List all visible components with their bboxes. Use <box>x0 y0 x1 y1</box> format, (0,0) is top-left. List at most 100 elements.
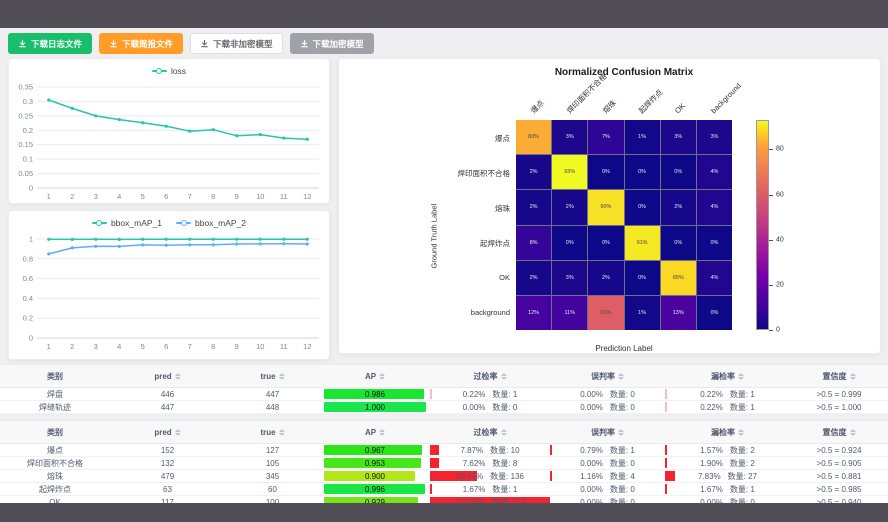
download-button-label: 下载加密模型 <box>312 38 364 49</box>
class-name: OK <box>49 497 61 504</box>
svg-text:11: 11 <box>280 192 288 201</box>
header-label: pred <box>154 427 172 437</box>
true-count: 100 <box>265 497 280 504</box>
sort-icon[interactable] <box>738 428 744 436</box>
overkill-count: 数量: 8 <box>492 458 518 468</box>
overkill-cell: 117.00% 数量: 117 <box>430 496 550 503</box>
header-label: 类别 <box>47 371 63 381</box>
left-chart-column: loss 0 0.05 0.1 0.15 0.2 0.25 0.3 0.35 1 2 3 4 5 6 7 8 9… <box>8 58 330 360</box>
svg-text:12: 12 <box>303 342 311 351</box>
colorbar <box>756 120 769 330</box>
download-icon <box>19 39 26 48</box>
cm-row-label: 起焊炸点 <box>480 238 510 248</box>
sort-icon[interactable] <box>738 372 744 380</box>
map-chart-card: bbox_mAP_1 bbox_mAP_2 0 0.2 0.4 0.6 0.8 1 1 2 3 4 5… <box>8 210 330 360</box>
miss-percent: 0.22% <box>700 402 723 412</box>
svg-text:6: 6 <box>164 342 168 351</box>
loss-line-chart: 00.050.10.150.20.250.30.351 2 3 4 5 6 7 8 9 10 11 1… <box>18 83 319 201</box>
header-true[interactable]: true <box>225 421 320 443</box>
svg-text:0.15: 0.15 <box>18 140 33 149</box>
sort-asc-caret <box>849 372 856 376</box>
cm-cell-r5c1: 11% <box>552 295 588 330</box>
misjudge-text: 0.79% 数量: 1 <box>580 445 635 456</box>
header-overkill[interactable]: 过检率 <box>430 365 550 387</box>
sort-icon[interactable] <box>278 372 285 380</box>
misjudge-percent: 1.16% <box>580 471 603 481</box>
sort-icon[interactable] <box>174 428 181 436</box>
legend-item-bbox_mAP_1[interactable]: bbox_mAP_1 <box>91 218 162 228</box>
header-misjudge[interactable]: 误判率 <box>550 365 665 387</box>
header-miss[interactable]: 漏检率 <box>665 365 790 387</box>
pred-count: 117 <box>161 497 174 504</box>
cm-cell-r1c4: 0% <box>660 155 696 190</box>
sort-icon[interactable] <box>500 372 507 380</box>
metrics-table-1: 类别 pred true AP 过检率 误判率 漏检率 置信度 焊盘 446 447 0.986 0.2… <box>0 364 888 414</box>
overkill-bar <box>430 471 478 481</box>
sort-asc-caret <box>500 372 507 376</box>
download-encrypted-model-button[interactable]: 下载加密模型 <box>289 33 374 54</box>
svg-text:0.05: 0.05 <box>18 169 33 178</box>
download-icon <box>110 39 117 48</box>
ap-bar-track: 0.900 <box>324 471 425 481</box>
legend-item-bbox_mAP_2[interactable]: bbox_mAP_2 <box>176 218 246 228</box>
download-report-file-button[interactable]: 下载简报文件 <box>99 33 184 54</box>
sort-asc-caret <box>738 428 744 432</box>
sort-icon[interactable] <box>618 428 624 436</box>
sort-desc-caret <box>174 432 181 436</box>
sort-asc-caret <box>278 372 285 376</box>
sort-icon[interactable] <box>278 428 285 436</box>
miss-percent: 7.83% <box>697 471 721 481</box>
cm-cell-r5c0: 12% <box>516 295 552 330</box>
header-pred[interactable]: pred <box>110 365 225 387</box>
sort-asc-caret <box>738 372 744 376</box>
ap-value: 1.000 <box>364 402 386 412</box>
sort-icon[interactable] <box>174 372 181 380</box>
misjudge-percent: 0.00% <box>580 497 603 504</box>
download-log-file-button[interactable]: 下载日志文件 <box>8 33 93 54</box>
sort-icon[interactable] <box>379 428 386 436</box>
header-ap[interactable]: AP <box>320 365 430 387</box>
miss-text: 1.57% 数量: 2 <box>700 445 755 456</box>
sort-icon[interactable] <box>849 372 856 380</box>
overkill-text: 0.22% 数量: 1 <box>463 389 518 400</box>
header-true[interactable]: true <box>225 365 320 387</box>
svg-text:3: 3 <box>94 342 98 351</box>
header-confidence[interactable]: 置信度 <box>790 365 888 387</box>
miss-percent: 1.57% <box>700 445 723 455</box>
overkill-percent: 0.00% <box>462 402 486 412</box>
svg-text:0.4: 0.4 <box>23 294 33 303</box>
ap-bar <box>324 458 421 468</box>
header-misjudge[interactable]: 误判率 <box>550 421 665 443</box>
header-confidence[interactable]: 置信度 <box>790 421 888 443</box>
cm-cell-r4c5: 4% <box>696 260 732 295</box>
class-name: 焊缝轨迹 <box>39 402 71 412</box>
cm-cell-r3c4: 0% <box>660 225 696 260</box>
ap-cell: 0.953 <box>320 457 430 469</box>
sort-icon[interactable] <box>849 428 856 436</box>
ap-bar-track: 0.967 <box>324 445 425 455</box>
misjudge-percent: 0.79% <box>580 445 603 455</box>
header-pred[interactable]: pred <box>110 421 225 443</box>
sort-icon[interactable] <box>379 372 386 380</box>
miss-bar <box>665 402 667 412</box>
miss-text: 0.00% 数量: 0 <box>700 497 755 504</box>
miss-text: 0.22% 数量: 1 <box>700 402 755 413</box>
miss-cell: 1.90% 数量: 2 <box>665 457 790 469</box>
header-ap[interactable]: AP <box>320 421 430 443</box>
sort-icon[interactable] <box>500 428 507 436</box>
download-unencrypted-model-button[interactable]: 下载非加密模型 <box>190 33 283 54</box>
header-overkill[interactable]: 过检率 <box>430 421 550 443</box>
confidence-cell: >0.5 = 1.000 <box>816 402 862 412</box>
header-miss[interactable]: 漏检率 <box>665 421 790 443</box>
class-name: 爆点 <box>47 445 63 455</box>
legend-item-loss[interactable]: loss <box>151 66 186 76</box>
miss-text: 0.22% 数量: 1 <box>700 389 755 400</box>
cm-row-label: background <box>470 307 510 317</box>
sort-icon[interactable] <box>618 372 624 380</box>
ap-bar <box>324 389 425 399</box>
svg-text:0.8: 0.8 <box>23 254 33 263</box>
table-row: OK 117 100 0.929 117.00% 数量: 117 0.00% 数量: 0 0.0… <box>0 496 888 503</box>
header-label: AP <box>364 427 377 437</box>
svg-text:4: 4 <box>117 342 121 351</box>
pred-count: 447 <box>160 402 175 412</box>
